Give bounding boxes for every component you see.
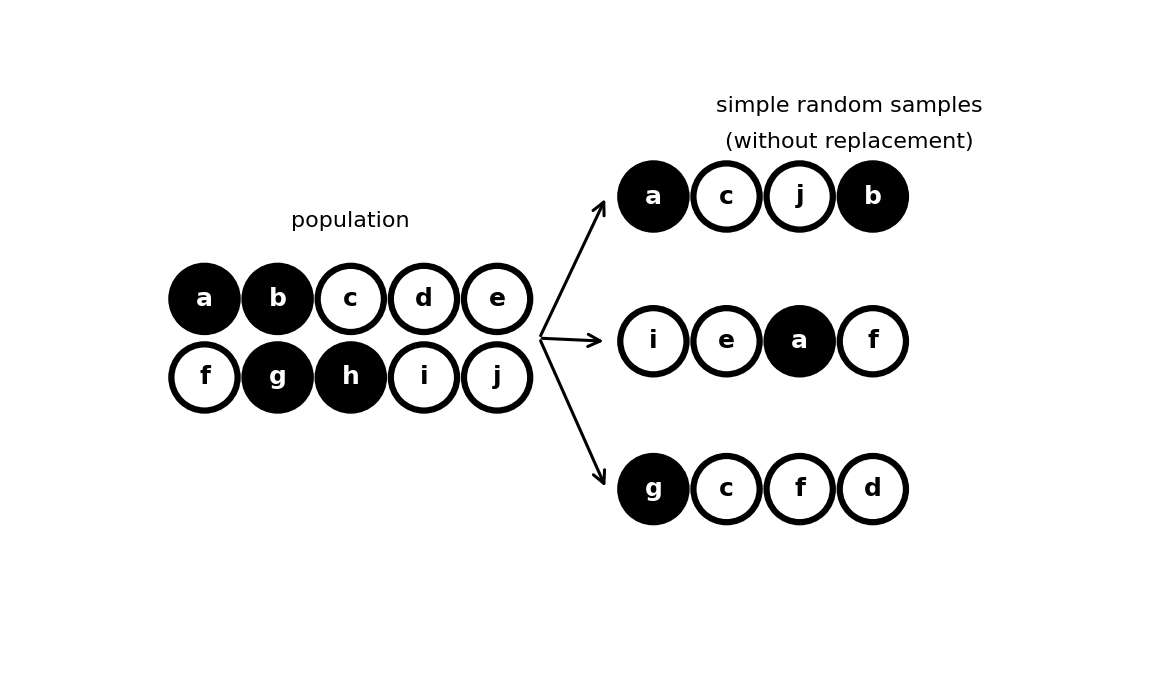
Circle shape bbox=[172, 266, 237, 332]
Text: j: j bbox=[493, 365, 502, 389]
Text: f: f bbox=[199, 365, 210, 389]
Circle shape bbox=[621, 308, 686, 375]
Text: b: b bbox=[269, 287, 286, 311]
Circle shape bbox=[693, 163, 760, 230]
Text: i: i bbox=[649, 329, 658, 353]
Text: c: c bbox=[719, 184, 734, 209]
Text: population: population bbox=[291, 211, 410, 231]
Text: h: h bbox=[341, 365, 360, 389]
Text: j: j bbox=[795, 184, 804, 209]
Text: g: g bbox=[269, 365, 286, 389]
Circle shape bbox=[693, 456, 760, 522]
Text: (without replacement): (without replacement) bbox=[726, 132, 974, 152]
Circle shape bbox=[839, 308, 906, 375]
Circle shape bbox=[318, 344, 383, 410]
Circle shape bbox=[839, 163, 906, 230]
Text: f: f bbox=[867, 329, 878, 353]
Text: a: a bbox=[791, 329, 808, 353]
Circle shape bbox=[693, 308, 760, 375]
Text: a: a bbox=[645, 184, 662, 209]
Circle shape bbox=[390, 266, 457, 332]
Text: c: c bbox=[719, 477, 734, 501]
Text: d: d bbox=[864, 477, 881, 501]
Circle shape bbox=[318, 266, 383, 332]
Text: i: i bbox=[420, 365, 428, 389]
Text: b: b bbox=[864, 184, 881, 209]
Circle shape bbox=[767, 308, 832, 375]
Circle shape bbox=[621, 456, 686, 522]
Circle shape bbox=[244, 266, 311, 332]
Text: d: d bbox=[415, 287, 433, 311]
Text: e: e bbox=[718, 329, 735, 353]
Text: c: c bbox=[344, 287, 358, 311]
Circle shape bbox=[839, 456, 906, 522]
Circle shape bbox=[464, 266, 531, 332]
Text: g: g bbox=[644, 477, 663, 501]
Text: f: f bbox=[794, 477, 805, 501]
Circle shape bbox=[767, 456, 832, 522]
Text: a: a bbox=[196, 287, 213, 311]
Circle shape bbox=[767, 163, 832, 230]
Circle shape bbox=[390, 344, 457, 410]
Text: e: e bbox=[489, 287, 505, 311]
Circle shape bbox=[244, 344, 311, 410]
Text: simple random samples: simple random samples bbox=[717, 97, 983, 116]
Circle shape bbox=[172, 344, 237, 410]
Circle shape bbox=[621, 163, 686, 230]
Circle shape bbox=[464, 344, 531, 410]
